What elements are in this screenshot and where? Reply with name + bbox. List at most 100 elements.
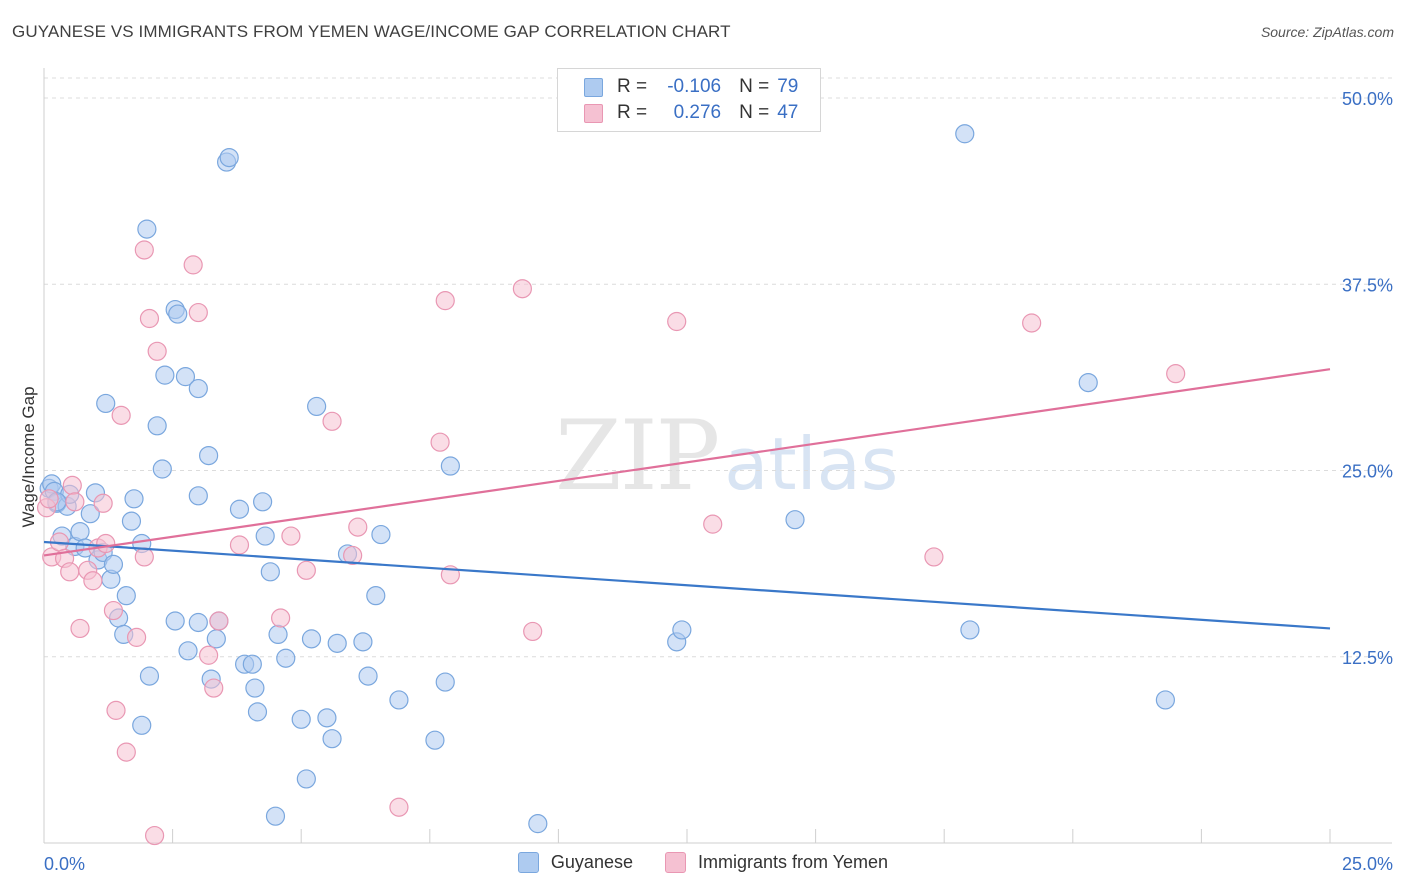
guyanese-point	[268, 624, 288, 645]
yemen-point	[1022, 313, 1042, 333]
yemen-point	[435, 291, 455, 311]
guyanese-point	[327, 633, 347, 653]
yemen-point	[209, 611, 229, 631]
yemen-point	[144, 825, 165, 846]
yemen-point	[116, 742, 136, 762]
guyanese-point	[255, 526, 275, 546]
yemen-trend-line	[43, 368, 1331, 557]
y-tick-label: 37.5%	[1342, 275, 1393, 295]
y-tick-label: 50.0%	[1342, 89, 1393, 109]
yemen-point	[322, 411, 342, 431]
legend-label-guyanese: Guyanese	[550, 852, 633, 872]
watermark-zip: ZIP	[555, 400, 720, 512]
yemen-point	[229, 535, 250, 555]
yemen-point	[281, 526, 301, 546]
guyanese-point	[785, 510, 805, 530]
guyanese-point	[139, 666, 160, 686]
yemen-point	[39, 489, 59, 509]
yemen-point	[60, 562, 80, 582]
yemen-point	[271, 608, 291, 628]
guyanese-legend-swatch	[517, 852, 539, 873]
yemen-point	[83, 571, 103, 591]
guyanese-point	[242, 654, 262, 674]
guyanese-point	[132, 715, 152, 735]
guyanese-point	[276, 648, 296, 668]
yemen-point	[512, 279, 532, 299]
guyanese-point	[103, 554, 124, 574]
guyanese-point	[389, 690, 409, 710]
guyanese-point	[168, 304, 188, 324]
guyanese-point	[137, 219, 157, 239]
yemen-point	[703, 514, 723, 534]
guyanese-point	[296, 769, 316, 789]
yemen-point	[134, 240, 154, 260]
guyanese-point	[206, 629, 226, 649]
series-legend: Guyanese Immigrants from Yemen	[0, 852, 1406, 873]
yemen-point	[111, 405, 131, 425]
legend-n-value: 47	[777, 102, 799, 123]
guyanese-point	[188, 612, 208, 633]
yemen-point	[188, 302, 208, 323]
guyanese-point	[265, 806, 286, 826]
yemen-point	[65, 492, 85, 512]
guyanese-point	[219, 148, 239, 168]
guyanese-point	[147, 416, 167, 436]
guyanese-point	[307, 396, 327, 417]
legend-item-yemen: Immigrants from Yemen	[664, 852, 889, 873]
yemen-point	[667, 311, 687, 332]
legend-row-guyanese: R = -0.106 N = 79	[584, 75, 798, 99]
yemen-swatch	[584, 103, 603, 123]
guyanese-point	[435, 672, 455, 692]
legend-label-yemen: Immigrants from Yemen	[697, 852, 889, 872]
yemen-point	[134, 547, 154, 567]
yemen-point	[93, 493, 113, 513]
guyanese-point	[1155, 690, 1175, 710]
guyanese-point	[199, 446, 219, 466]
legend-n-label: N =	[739, 76, 770, 97]
guyanese-point	[672, 620, 692, 640]
yemen-point	[62, 475, 82, 495]
guyanese-point	[366, 586, 386, 606]
guyanese-point	[322, 729, 342, 749]
guyanese-point	[358, 666, 378, 686]
guyanese-point	[260, 562, 280, 582]
yemen-point	[204, 678, 224, 698]
yemen-point	[126, 627, 147, 647]
yemen-point	[430, 432, 450, 452]
yemen-point	[183, 255, 203, 275]
guyanese-point	[317, 708, 337, 728]
yemen-point	[296, 560, 316, 580]
yemen-point	[103, 600, 124, 621]
yemen-point	[96, 533, 116, 554]
guyanese-point	[152, 459, 172, 479]
yemen-point	[147, 341, 167, 361]
guyanese-point	[1078, 372, 1098, 393]
legend-item-guyanese: Guyanese	[517, 852, 633, 873]
guyanese-point	[301, 629, 322, 649]
legend-r-value: -0.106	[667, 76, 722, 97]
guyanese-point	[229, 499, 250, 519]
yemen-point	[70, 618, 90, 639]
guyanese-point	[155, 365, 175, 385]
y-tick-label: 25.0%	[1342, 462, 1393, 482]
yemen-point	[199, 645, 219, 665]
guyanese-point	[425, 730, 445, 750]
yemen-point	[924, 547, 944, 567]
yemen-point	[1166, 364, 1186, 384]
chart-source: Source: ZipAtlas.com	[1260, 24, 1394, 40]
guyanese-point	[70, 521, 90, 542]
legend-n-label: N =	[739, 102, 770, 123]
yemen-point	[106, 700, 126, 720]
legend-r-label: R =	[617, 102, 648, 123]
guyanese-point	[440, 456, 460, 476]
guyanese-point	[124, 489, 144, 509]
guyanese-point	[960, 620, 980, 640]
correlation-legend: R = -0.106 N = 79 R = 0.276 N = 47	[557, 68, 821, 132]
legend-row-yemen: R = 0.276 N = 47	[584, 101, 798, 125]
guyanese-trend-line	[43, 540, 1331, 630]
guyanese-swatch	[584, 77, 603, 97]
chart-title: GUYANESE VS IMMIGRANTS FROM YEMEN WAGE/I…	[12, 22, 731, 41]
yemen-point	[139, 308, 160, 329]
yemen-legend-swatch	[664, 852, 686, 873]
